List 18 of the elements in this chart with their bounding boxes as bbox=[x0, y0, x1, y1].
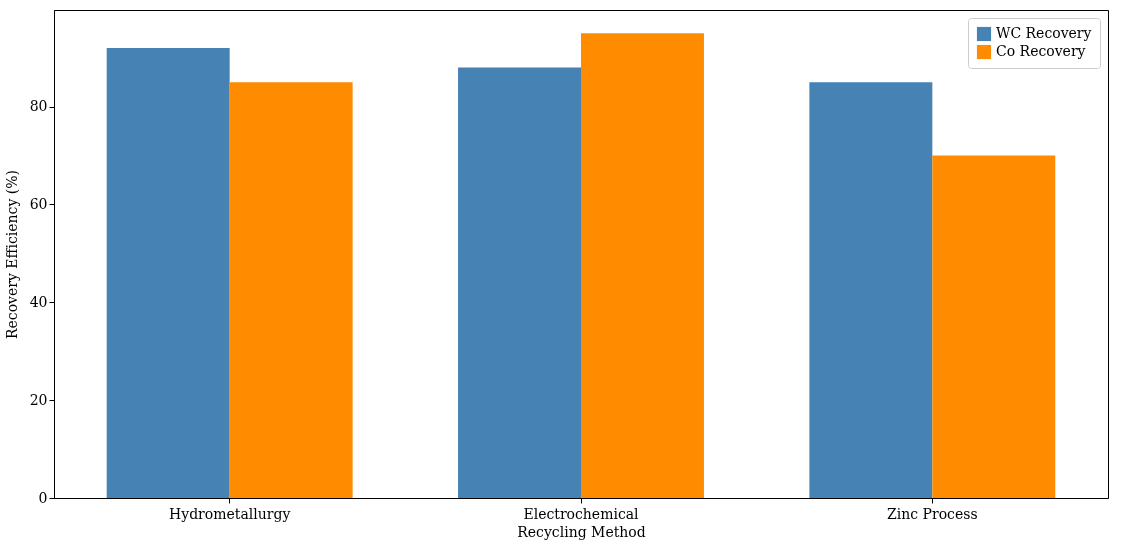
bar bbox=[581, 33, 704, 498]
bar bbox=[229, 82, 353, 498]
legend-label: WC Recovery bbox=[996, 25, 1092, 41]
y-tick-label: 40 bbox=[29, 293, 48, 310]
y-tick-label: 20 bbox=[29, 391, 48, 408]
bar bbox=[458, 67, 581, 498]
y-tick-label: 80 bbox=[29, 98, 48, 115]
y-tick-label: 0 bbox=[38, 489, 48, 506]
y-tick-label: 60 bbox=[29, 195, 48, 212]
y-axis-title: Recovery Efficiency (%) bbox=[3, 169, 20, 340]
bar bbox=[106, 47, 230, 498]
x-axis-title: Recycling Method bbox=[517, 523, 646, 540]
x-tick-label: Electrochemical bbox=[523, 505, 640, 522]
x-tick-label: Hydrometallurgy bbox=[169, 505, 291, 522]
bar bbox=[932, 155, 1056, 498]
x-tick-label: Zinc Process bbox=[887, 505, 978, 522]
legend-label: Co Recovery bbox=[996, 43, 1086, 59]
bar bbox=[809, 82, 933, 498]
